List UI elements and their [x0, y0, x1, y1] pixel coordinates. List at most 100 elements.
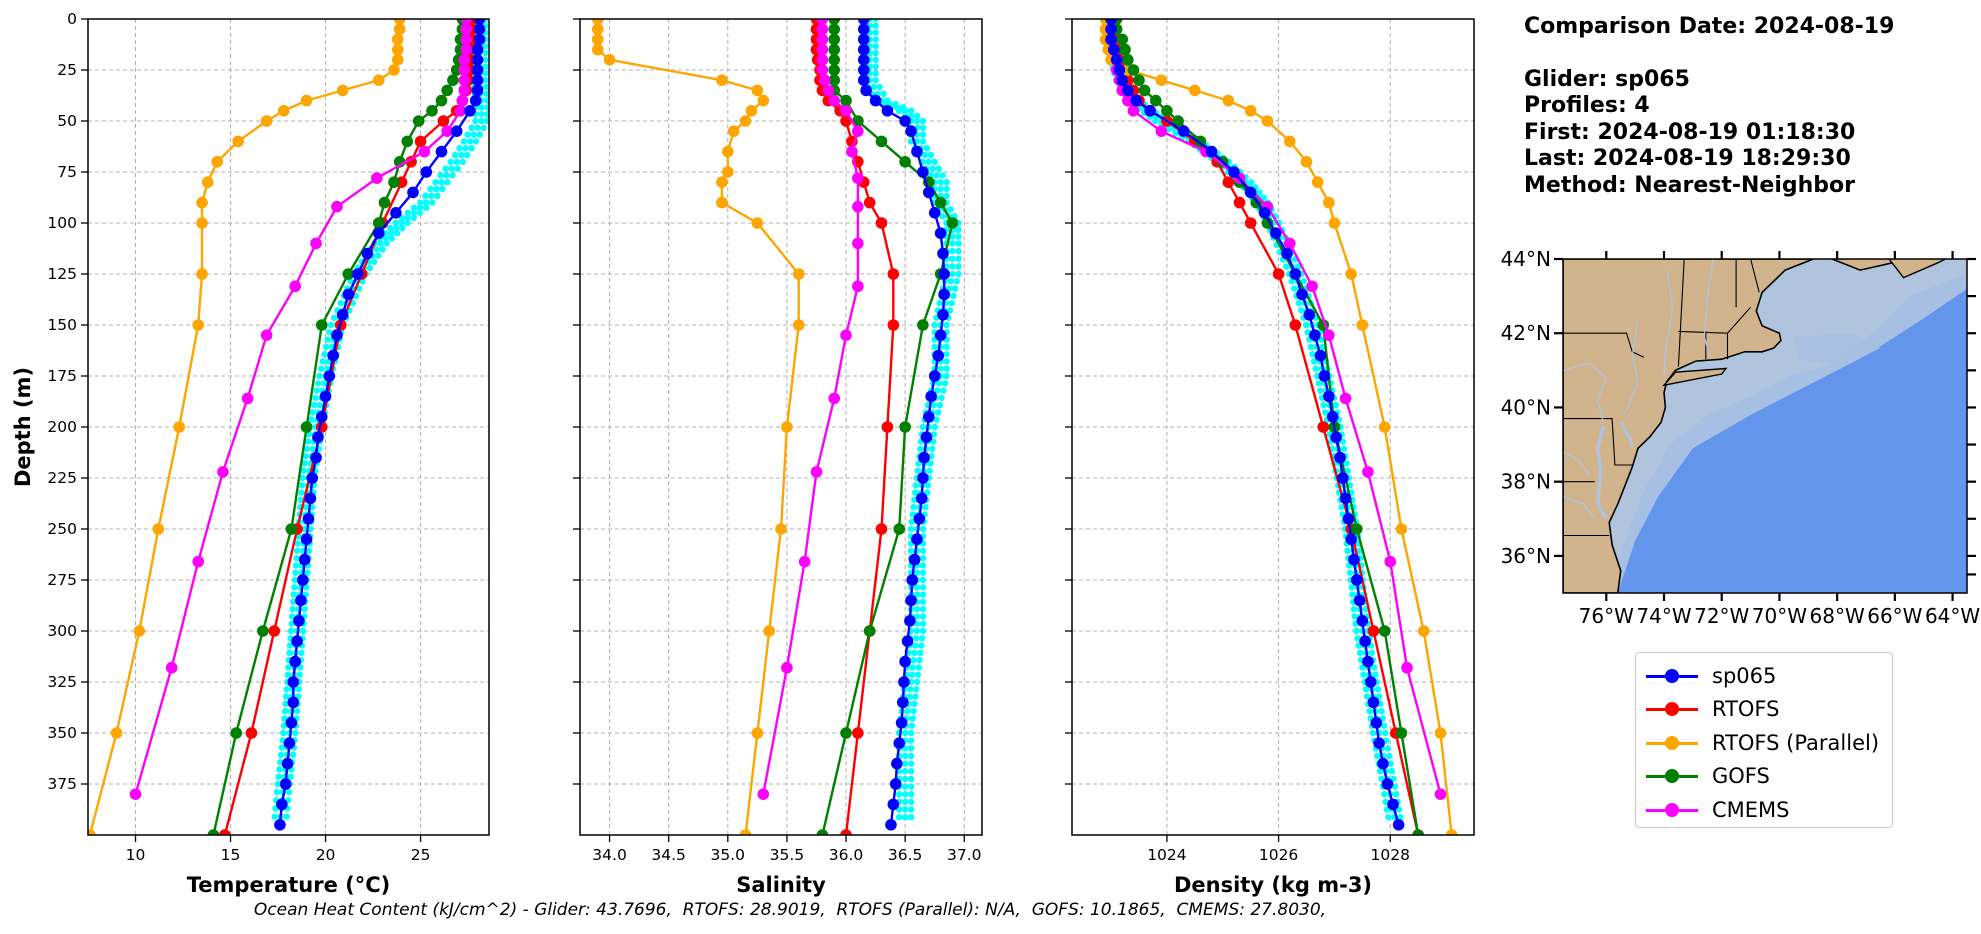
glider-raw-point — [913, 584, 921, 591]
series-point — [435, 145, 448, 158]
series-point — [934, 196, 947, 209]
series-point — [388, 64, 400, 76]
comparison-info: Comparison Date: 2024-08-19 Glider: sp06… — [1524, 14, 1894, 199]
series-point — [852, 280, 864, 293]
series-point — [798, 555, 811, 568]
series-point — [857, 23, 870, 35]
glider-raw-point — [304, 438, 312, 445]
glider-raw-point — [907, 547, 915, 555]
glider-raw-point — [880, 90, 887, 98]
series-point — [852, 125, 864, 137]
glider-raw-point — [370, 258, 378, 265]
series-point — [908, 553, 921, 566]
series-point — [906, 574, 919, 586]
glider-raw-point — [1320, 401, 1327, 409]
series-point — [840, 329, 852, 342]
glider-raw-point — [416, 209, 424, 216]
glider-raw-point — [1298, 307, 1305, 314]
series-point — [716, 176, 728, 188]
glider-raw-point — [910, 503, 917, 511]
series-point — [1392, 819, 1405, 831]
series-point — [285, 717, 298, 729]
series-point — [846, 145, 858, 158]
river — [1563, 362, 1608, 423]
series-point — [447, 74, 459, 86]
series-point — [1359, 635, 1371, 647]
glider-raw-point — [1307, 343, 1315, 351]
glider-raw-point — [892, 100, 899, 108]
glider-raw-point — [872, 22, 879, 29]
glider-raw-point — [404, 219, 411, 227]
glider-raw-point — [911, 700, 918, 708]
glider-raw-point — [1397, 813, 1404, 821]
glider-raw-point — [919, 117, 927, 125]
series-layer — [1099, 19, 1458, 835]
series-point — [920, 431, 933, 444]
series-point — [591, 19, 604, 25]
glider-raw-point — [913, 112, 921, 120]
series-point — [893, 523, 906, 535]
series-point — [905, 125, 917, 137]
legend-label: RTOFS (Parallel) — [1712, 730, 1880, 755]
glider-raw-point — [934, 409, 942, 416]
series-point — [471, 84, 484, 97]
series-point — [1370, 717, 1383, 729]
lat-label: 42°N — [1501, 321, 1551, 345]
series-point — [1261, 217, 1274, 229]
glider-raw-point — [482, 43, 489, 50]
series-point — [401, 135, 414, 148]
series-point — [896, 696, 909, 709]
series-point — [372, 74, 385, 86]
lat-label: 38°N — [1501, 470, 1551, 494]
glider-raw-point — [1363, 693, 1371, 700]
glider-raw-point — [294, 540, 301, 547]
glider-raw-point — [432, 179, 439, 186]
series-point — [336, 309, 349, 321]
glider-raw-point — [1338, 503, 1345, 511]
glider-raw-point — [906, 693, 913, 700]
y-tick-label: 350 — [47, 724, 77, 742]
series-point — [792, 268, 805, 280]
glider-raw-point — [422, 204, 430, 211]
series-point — [904, 615, 916, 627]
series-point — [1105, 19, 1117, 25]
georges-bank — [1793, 333, 1881, 367]
profile-count: Profiles: 4 — [1524, 93, 1650, 118]
series-point — [1353, 594, 1366, 607]
glider-raw-point — [943, 350, 950, 358]
glider-raw-point — [276, 766, 283, 773]
series-point — [816, 43, 829, 56]
glider-raw-point — [907, 107, 915, 115]
glider-raw-point — [907, 745, 915, 752]
glider-raw-point — [872, 19, 879, 23]
series-point — [928, 370, 941, 382]
series-point — [393, 23, 406, 35]
glider-raw-point — [922, 503, 929, 511]
glider-raw-point — [482, 70, 489, 77]
series-point — [1172, 115, 1184, 127]
series-point — [1334, 451, 1346, 464]
series-point — [818, 74, 831, 86]
series-point — [390, 207, 402, 219]
series-point — [1345, 268, 1357, 280]
glider-raw-point — [288, 620, 295, 627]
glider-raw-point — [437, 172, 444, 179]
series-point — [857, 64, 870, 76]
glider-raw-point — [273, 788, 281, 796]
glider-raw-point — [1388, 768, 1396, 775]
glider-raw-point — [901, 775, 909, 783]
glider-raw-point — [302, 452, 309, 460]
glider-raw-point — [919, 584, 927, 591]
lon-label: 70°W — [1752, 604, 1807, 628]
series-point — [816, 64, 829, 76]
glider-raw-point — [913, 117, 921, 125]
glider-raw-point — [895, 813, 903, 821]
series-point — [937, 247, 949, 260]
legend-item-sp065: sp065 — [1646, 659, 1882, 693]
glider-raw-point — [908, 722, 916, 729]
series-point — [739, 829, 752, 835]
glider-raw-point — [410, 214, 417, 222]
lon-label: 74°W — [1636, 604, 1691, 628]
river — [1563, 451, 1590, 475]
series-point — [875, 217, 888, 229]
